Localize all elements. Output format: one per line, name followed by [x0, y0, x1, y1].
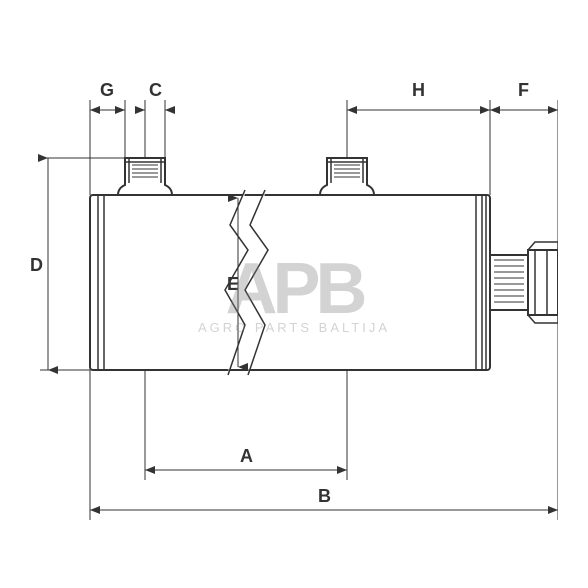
- technical-drawing-svg: [30, 50, 558, 538]
- dim-label-c: C: [149, 80, 162, 101]
- dim-label-a: A: [240, 446, 253, 467]
- dim-label-b: B: [318, 486, 331, 507]
- dim-label-h: H: [412, 80, 425, 101]
- dim-label-f: F: [518, 80, 529, 101]
- dim-label-e: E: [227, 274, 239, 295]
- diagram-container: G C H F D E A B: [30, 50, 558, 538]
- dim-label-g: G: [100, 80, 114, 101]
- dim-label-d: D: [30, 255, 43, 276]
